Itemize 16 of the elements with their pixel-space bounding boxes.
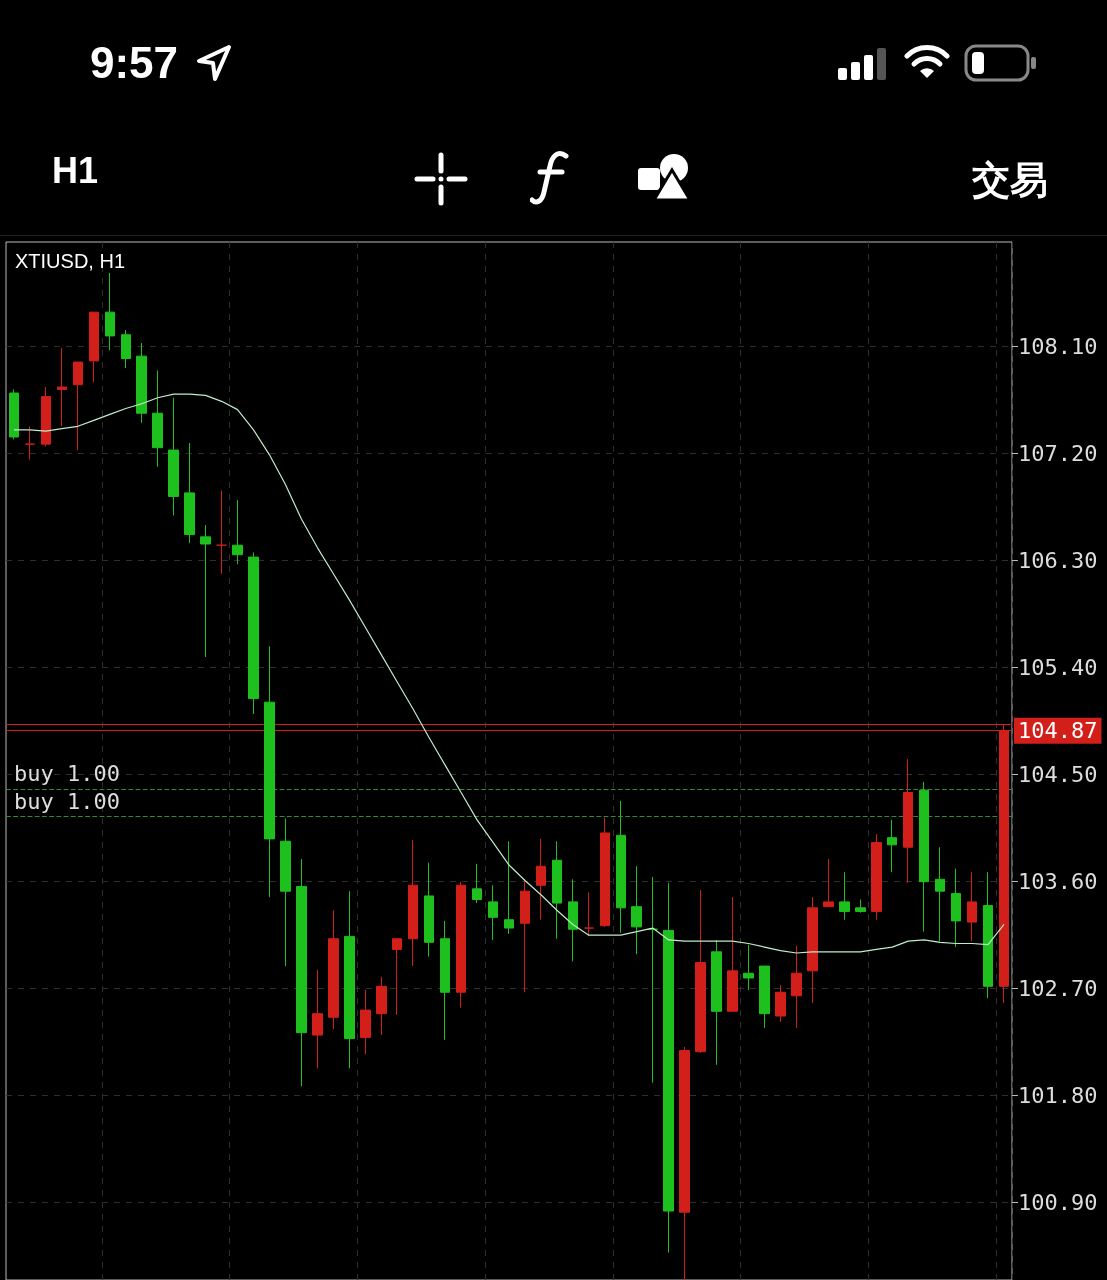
ref-line-label: 104.87 bbox=[1018, 718, 1098, 744]
ref-line-label: buy 1.00 bbox=[14, 788, 120, 814]
y-tick-label: 104.50 bbox=[1018, 762, 1098, 788]
y-tick-label: 105.40 bbox=[1018, 655, 1098, 681]
text: H1 bbox=[52, 150, 99, 192]
y-tick-label: 100.90 bbox=[1018, 1190, 1098, 1216]
text: 9:57 bbox=[90, 38, 179, 88]
y-tick-label: 103.60 bbox=[1018, 869, 1098, 895]
text: 交易 bbox=[972, 157, 1048, 204]
chart-title: XTIUSD, H1 bbox=[15, 250, 126, 272]
y-tick-label: 108.10 bbox=[1018, 334, 1098, 360]
ref-line-label: buy 1.00 bbox=[14, 761, 120, 787]
y-tick-label: 106.30 bbox=[1018, 548, 1098, 574]
y-tick-label: 101.80 bbox=[1018, 1083, 1098, 1109]
y-tick-label: 102.70 bbox=[1018, 976, 1098, 1002]
y-tick-label: 107.20 bbox=[1018, 441, 1098, 467]
